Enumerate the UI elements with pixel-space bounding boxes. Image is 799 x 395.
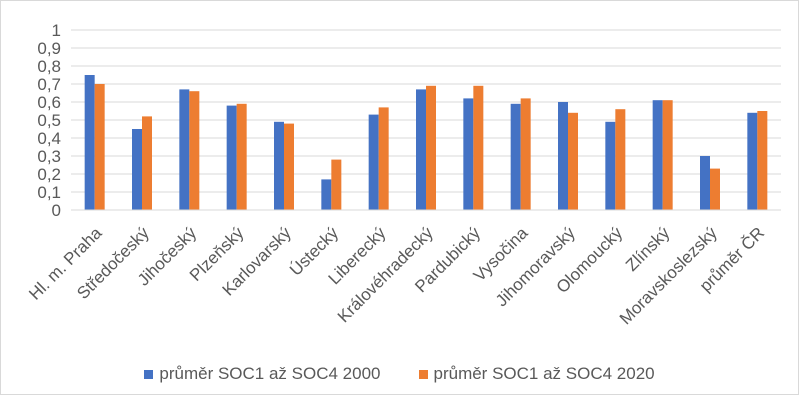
bar-2000 bbox=[85, 75, 95, 210]
bar-2020 bbox=[284, 124, 294, 210]
bar-2000 bbox=[605, 122, 615, 210]
legend: průměr SOC1 až SOC4 2000 průměr SOC1 až … bbox=[0, 362, 799, 386]
y-tick-label: 0 bbox=[52, 201, 61, 220]
bar-2000 bbox=[179, 89, 189, 210]
bar-2020 bbox=[426, 86, 436, 210]
bar-2000 bbox=[558, 102, 568, 210]
y-tick-label: 0,6 bbox=[37, 93, 61, 112]
y-tick-label: 0,7 bbox=[37, 75, 61, 94]
y-tick-label: 0,8 bbox=[37, 57, 61, 76]
bar-2000 bbox=[700, 156, 710, 210]
bar-2020 bbox=[615, 109, 625, 210]
x-axis-category-labels: Hl. m. PrahaStředočeskýJihočeskýPlzeňský… bbox=[25, 223, 768, 328]
bar-2020 bbox=[237, 104, 247, 210]
bar-2000 bbox=[747, 113, 757, 210]
legend-item-2020: průměr SOC1 až SOC4 2020 bbox=[419, 364, 655, 384]
bar-2000 bbox=[369, 115, 379, 210]
bar-2000 bbox=[321, 179, 331, 210]
legend-item-2000: průměr SOC1 až SOC4 2000 bbox=[144, 364, 380, 384]
bar-2000 bbox=[653, 100, 663, 210]
y-tick-label: 0,5 bbox=[37, 111, 61, 130]
bar-2020 bbox=[663, 100, 673, 210]
bar-chart: 00,10,20,30,40,50,60,70,80,91 Hl. m. Pra… bbox=[0, 0, 799, 360]
bar-2000 bbox=[463, 98, 473, 210]
y-tick-label: 0,3 bbox=[37, 147, 61, 166]
bars bbox=[85, 75, 768, 210]
bar-2020 bbox=[331, 160, 341, 210]
legend-swatch-2000 bbox=[144, 370, 153, 379]
bar-2020 bbox=[473, 86, 483, 210]
y-tick-label: 0,2 bbox=[37, 165, 61, 184]
legend-label-2020: průměr SOC1 až SOC4 2020 bbox=[434, 364, 655, 384]
legend-label-2000: průměr SOC1 až SOC4 2000 bbox=[159, 364, 380, 384]
y-tick-label: 0,1 bbox=[37, 183, 61, 202]
bar-2020 bbox=[379, 107, 389, 210]
bar-2020 bbox=[142, 116, 152, 210]
y-axis-tick-labels: 00,10,20,30,40,50,60,70,80,91 bbox=[37, 21, 61, 220]
bar-2000 bbox=[274, 122, 284, 210]
bar-2000 bbox=[416, 89, 426, 210]
bar-2020 bbox=[568, 113, 578, 210]
bar-2020 bbox=[757, 111, 767, 210]
bar-2020 bbox=[95, 84, 105, 210]
bar-2000 bbox=[227, 106, 237, 210]
bar-2020 bbox=[521, 98, 531, 210]
y-tick-label: 1 bbox=[52, 21, 61, 40]
bar-2020 bbox=[189, 91, 199, 210]
y-tick-label: 0,9 bbox=[37, 39, 61, 58]
bar-2020 bbox=[710, 169, 720, 210]
y-tick-label: 0,4 bbox=[37, 129, 61, 148]
bar-2000 bbox=[511, 104, 521, 210]
legend-swatch-2020 bbox=[419, 370, 428, 379]
bar-2000 bbox=[132, 129, 142, 210]
